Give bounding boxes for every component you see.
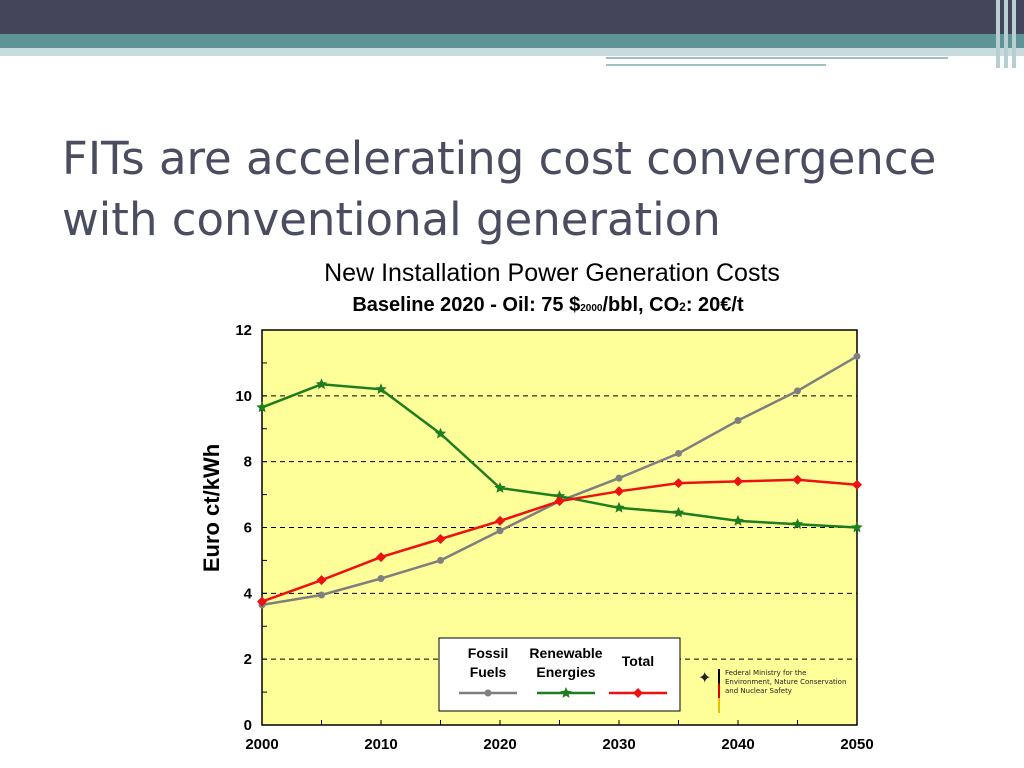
german-flag-stripe <box>718 669 720 713</box>
data-point-fossil-fuels <box>377 575 385 583</box>
data-point-fossil-fuels <box>675 449 682 457</box>
header-decor-strip <box>996 0 1000 68</box>
x-tick-label: 2030 <box>602 736 635 753</box>
data-point-renewable-energies <box>494 482 506 493</box>
series-total <box>257 474 862 607</box>
y-tick-label: 4 <box>244 585 253 602</box>
x-tick-label: 2010 <box>364 736 397 753</box>
x-tick-label: 2040 <box>721 736 754 753</box>
y-axis-ticks: 0 2 4 6 8 10 12 <box>235 322 267 734</box>
header-decor-line <box>606 57 948 59</box>
legend-label-renewable-energies: Energies <box>536 664 595 680</box>
data-point-renewable-energies <box>315 378 328 390</box>
header-decor-line <box>606 64 826 66</box>
ministry-name: Federal Ministry for the Environment, Na… <box>725 669 847 695</box>
data-point-renewable-energies <box>256 401 268 413</box>
header-decor-strip <box>1012 0 1016 68</box>
slide-header-light-bar <box>0 48 1024 56</box>
y-tick-label: 2 <box>244 651 252 668</box>
ministry-logo: ✦ Federal Ministry for the Environment, … <box>698 667 848 713</box>
data-point-total <box>435 534 446 545</box>
data-point-total <box>733 476 743 487</box>
data-point-renewable-energies <box>672 506 685 518</box>
data-point-renewable-energies <box>613 501 625 513</box>
y-axis-label: Euro ct/kWh <box>199 444 224 572</box>
data-point-total <box>852 479 862 490</box>
data-point-fossil-fuels <box>318 591 325 599</box>
data-point-total <box>554 496 565 507</box>
data-point-renewable-energies <box>851 521 863 533</box>
legend-marker-renewable-energies <box>560 687 572 698</box>
data-point-fossil-fuels <box>496 527 504 535</box>
legend-label-renewable-energies: Renewable <box>529 645 602 661</box>
y-tick-label: 6 <box>244 520 252 537</box>
slide-title: FITs are accelerating cost convergence w… <box>62 132 937 246</box>
data-point-fossil-fuels <box>437 556 444 564</box>
data-point-total <box>673 478 684 489</box>
slide-header-bar <box>0 0 1024 34</box>
data-point-renewable-energies <box>791 518 804 530</box>
legend-label-total: Total <box>622 653 654 669</box>
header-decor-strip <box>1004 0 1008 68</box>
y-tick-label: 10 <box>235 388 252 405</box>
legend-label-fossil-fuels: Fossil <box>468 645 508 661</box>
data-point-renewable-energies <box>732 514 744 526</box>
y-tick-label: 0 <box>244 717 252 734</box>
data-series <box>256 352 863 609</box>
chart-subtitle: Baseline 2020 - Oil: 75 $2000/bbl, CO2: … <box>352 294 744 316</box>
eagle-icon: ✦ <box>698 670 712 687</box>
data-point-total <box>614 486 624 497</box>
legend-marker-fossil-fuels <box>484 689 492 697</box>
data-point-renewable-energies <box>434 427 447 439</box>
data-point-renewable-energies <box>375 383 387 395</box>
legend-label-fossil-fuels: Fuels <box>470 664 507 680</box>
y-tick-label: 12 <box>235 322 252 339</box>
x-tick-label: 2020 <box>483 736 516 753</box>
x-tick-label: 2000 <box>245 736 278 753</box>
data-point-fossil-fuels <box>853 352 861 360</box>
slide-header-accent-bar <box>0 34 1024 48</box>
data-point-total <box>376 552 386 563</box>
chart-title: New Installation Power Generation Costs <box>324 259 780 287</box>
chart-legend: Fossil Fuels Renewable Energies Total <box>438 637 681 712</box>
data-point-total <box>257 596 267 607</box>
data-point-total <box>495 515 505 526</box>
x-axis-ticks: 2000 2010 2020 2030 2040 2050 <box>245 720 874 753</box>
legend-box <box>438 637 681 712</box>
data-point-fossil-fuels <box>734 417 742 425</box>
legend-marker-total <box>633 688 643 698</box>
data-point-fossil-fuels <box>615 474 623 482</box>
data-point-total <box>316 575 327 586</box>
x-tick-label: 2050 <box>840 736 873 753</box>
y-tick-label: 8 <box>244 454 252 471</box>
data-point-renewable-energies <box>553 490 566 502</box>
data-point-total <box>792 474 803 485</box>
data-point-fossil-fuels <box>794 387 801 395</box>
